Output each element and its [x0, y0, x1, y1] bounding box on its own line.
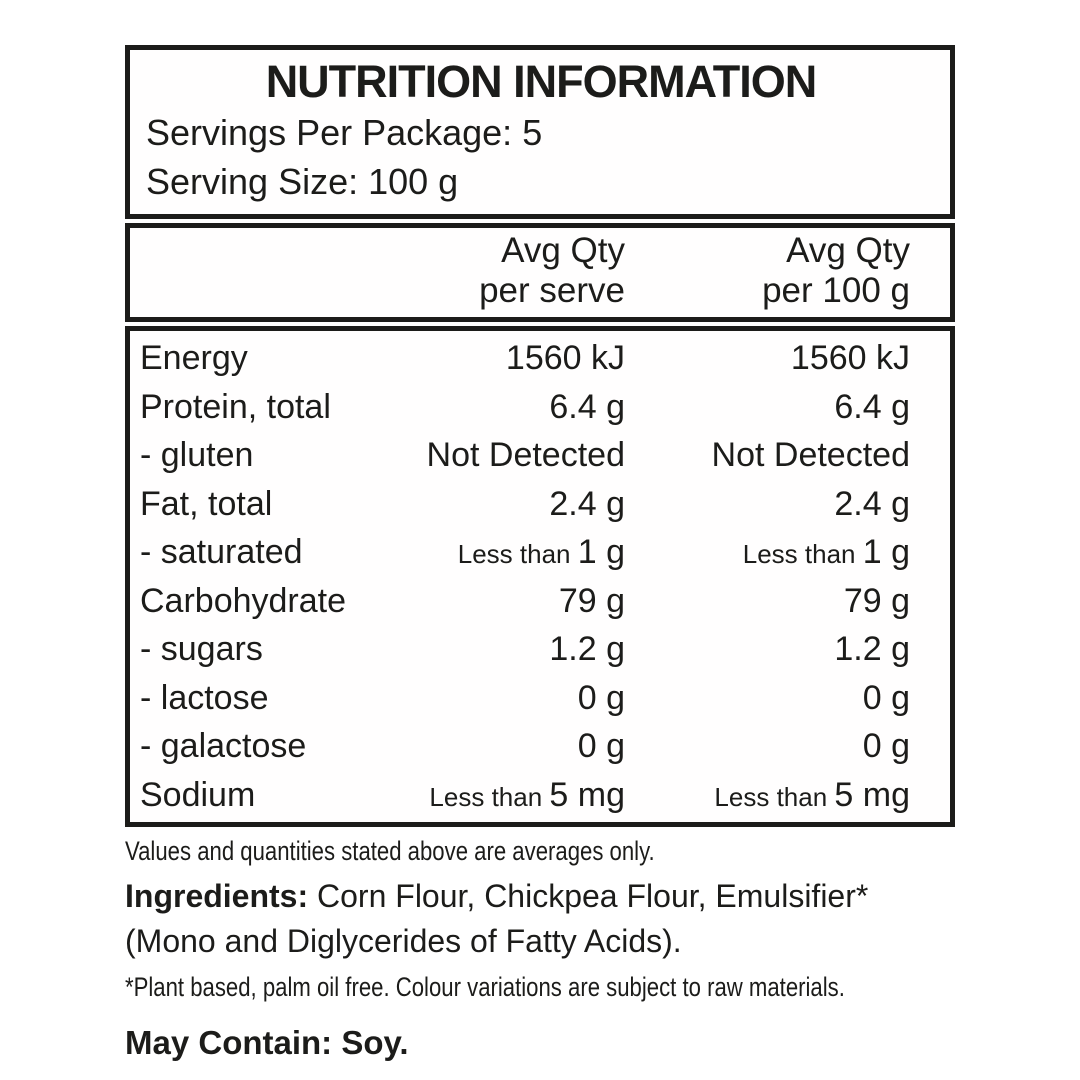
table-row-fat: Fat, total 2.4 g 2.4 g	[140, 480, 910, 529]
value-per-100g: 0 g	[625, 722, 910, 773]
value-per-serve: 1.2 g	[375, 625, 625, 676]
per-100g-header-line1: Avg Qty	[786, 231, 910, 270]
table-row-carbohydrate: Carbohydrate 79 g 79 g	[140, 577, 910, 626]
nutrition-label: NUTRITION INFORMATION Servings Per Packa…	[125, 45, 955, 1062]
value-amount: 0 g	[862, 678, 910, 717]
value-amount: 1.2 g	[549, 630, 625, 668]
ingredients-statement: Ingredients: Corn Flour, Chickpea Flour,…	[125, 874, 955, 964]
value-amount: 1 g	[862, 533, 910, 571]
value-per-serve: 1560 kJ	[375, 334, 625, 385]
value-per-serve: Less than 1 g	[375, 528, 625, 579]
panel-title: NUTRITION INFORMATION	[265, 56, 818, 107]
emulsifier-footnote-text: *Plant based, palm oil free. Colour vari…	[125, 972, 845, 1002]
value-per-serve: 0 g	[375, 674, 625, 725]
value-per-serve: 79 g	[375, 577, 625, 628]
value-per-100g: Not Detected	[625, 431, 910, 482]
nutrient-name: Fat, total	[140, 484, 273, 523]
value-amount: 5 mg	[549, 775, 625, 814]
per-serve-header-line1: Avg Qty	[501, 231, 625, 270]
value-per-100g: 0 g	[625, 674, 910, 725]
value-per-100g: 1560 kJ	[625, 334, 910, 385]
averages-note: Values and quantities stated above are a…	[125, 835, 955, 868]
ingredients-list: Corn Flour, Chickpea Flour, Emulsifier* …	[125, 878, 869, 959]
value-qualifier: Less than	[714, 781, 835, 812]
value-per-100g: 2.4 g	[625, 480, 910, 531]
nutrient-name: - saturated	[140, 533, 303, 571]
nutrient-name: - gluten	[140, 436, 254, 474]
value-amount: 79 g	[843, 581, 910, 620]
value-amount: Not Detected	[711, 436, 910, 474]
value-amount: 2.4 g	[549, 484, 625, 523]
value-per-serve: Less than 5 mg	[375, 771, 625, 822]
value-per-100g: Less than 5 mg	[625, 771, 910, 822]
value-per-serve: Not Detected	[375, 431, 625, 482]
ingredients-label: Ingredients:	[125, 878, 309, 914]
value-per-serve: 0 g	[375, 722, 625, 773]
value-amount: 6.4 g	[834, 387, 910, 426]
value-amount: 6.4 g	[549, 387, 625, 426]
table-row-sugars: - sugars 1.2 g 1.2 g	[140, 625, 910, 674]
value-qualifier: Less than	[429, 781, 550, 812]
table-row-galactose: - galactose 0 g 0 g	[140, 722, 910, 771]
nutrient-name: Sodium	[140, 775, 256, 814]
column-header-per-100g: Avg Qty per 100 g	[625, 231, 910, 311]
value-per-serve: 2.4 g	[375, 480, 625, 531]
value-amount: 1560 kJ	[505, 339, 625, 377]
may-contain-label: May Contain:	[125, 1024, 333, 1061]
emulsifier-footnote: *Plant based, palm oil free. Colour vari…	[125, 970, 955, 1004]
table-row-gluten: - gluten Not Detected Not Detected	[140, 431, 910, 480]
value-per-100g: 79 g	[625, 577, 910, 628]
column-header-per-serve: Avg Qty per serve	[375, 231, 625, 311]
table-row-protein: Protein, total 6.4 g 6.4 g	[140, 383, 910, 432]
nutrient-name: Carbohydrate	[140, 581, 347, 620]
value-per-100g: 1.2 g	[625, 625, 910, 676]
nutrient-name: - lactose	[140, 678, 269, 717]
nutrient-table: Energy 1560 kJ 1560 kJ Protein, total 6.…	[125, 326, 955, 827]
value-amount: 5 mg	[834, 775, 910, 814]
value-per-serve: 6.4 g	[375, 383, 625, 434]
value-amount: 2.4 g	[834, 484, 910, 523]
table-row-sodium: Sodium Less than 5 mg Less than 5 mg	[140, 771, 910, 820]
value-per-100g: 6.4 g	[625, 383, 910, 434]
value-amount: Not Detected	[426, 436, 625, 474]
value-per-100g: Less than 1 g	[625, 528, 910, 579]
value-amount: 1560 kJ	[790, 339, 910, 377]
value-amount: 1.2 g	[834, 630, 910, 668]
may-contain-statement: May Contain: Soy.	[125, 1024, 955, 1062]
title-box: NUTRITION INFORMATION Servings Per Packa…	[125, 45, 955, 219]
header-spacer	[140, 231, 375, 311]
value-qualifier: Less than	[457, 539, 578, 569]
nutrient-name: Protein, total	[140, 387, 331, 426]
per-100g-header-line2: per 100 g	[762, 271, 910, 310]
nutrient-name: - galactose	[140, 727, 307, 765]
column-header-box: Avg Qty per serve Avg Qty per 100 g	[125, 223, 955, 322]
may-contain-text: Soy.	[332, 1024, 409, 1061]
value-amount: 0 g	[577, 727, 625, 765]
servings-per-package: Servings Per Package: 5	[146, 112, 543, 153]
value-qualifier: Less than	[742, 539, 863, 569]
averages-note-text: Values and quantities stated above are a…	[125, 836, 655, 866]
table-row-saturated: - saturated Less than 1 g Less than 1 g	[140, 528, 910, 577]
nutrient-name: Energy	[140, 339, 248, 377]
nutrient-name: - sugars	[140, 630, 263, 668]
per-serve-header-line2: per serve	[479, 271, 625, 310]
value-amount: 79 g	[558, 581, 625, 620]
serving-size: Serving Size: 100 g	[146, 161, 459, 202]
table-row-energy: Energy 1560 kJ 1560 kJ	[140, 334, 910, 383]
value-amount: 1 g	[577, 533, 625, 571]
table-row-lactose: - lactose 0 g 0 g	[140, 674, 910, 723]
value-amount: 0 g	[862, 727, 910, 765]
value-amount: 0 g	[577, 678, 625, 717]
